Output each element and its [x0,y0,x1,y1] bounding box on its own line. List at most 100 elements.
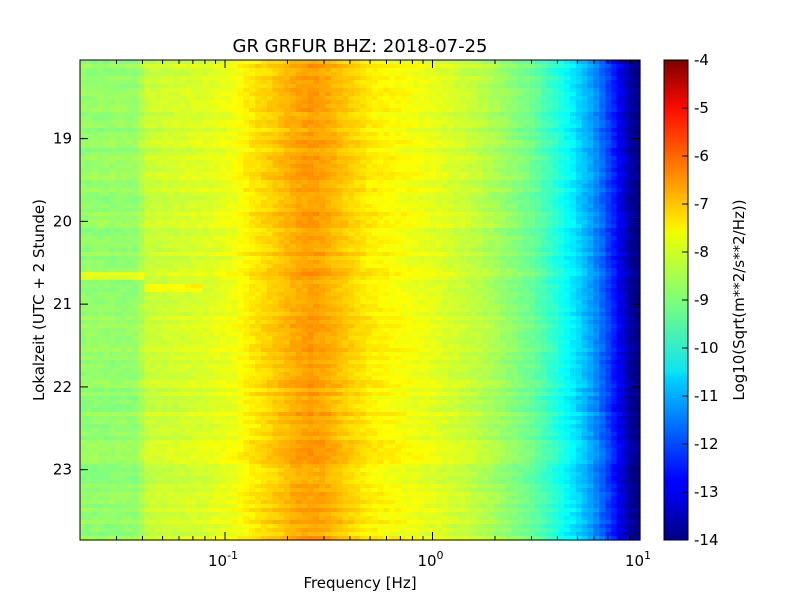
heatmap-cell [470,192,478,197]
heatmap-cell [418,168,425,173]
heatmap-cell [447,168,454,173]
heatmap-cell [575,128,583,133]
heatmap-cell [470,220,478,225]
heatmap-cell [161,160,169,165]
heatmap-cell [126,120,134,125]
heatmap-cell [214,96,221,101]
heatmap-cell [313,264,320,269]
heatmap-cell [237,164,244,169]
heatmap-cell [435,188,443,193]
heatmap-cell [325,148,332,153]
heatmap-cell [150,204,157,209]
heatmap-cell [435,228,443,233]
heatmap-cell [325,124,332,129]
heatmap-cell [243,208,250,213]
heatmap-cell [540,60,548,65]
heatmap-cell [278,240,285,245]
heatmap-cell [214,108,221,113]
heatmap-cell [290,88,297,93]
heatmap-cell [360,152,367,157]
heatmap-cell [313,244,320,249]
heatmap-cell [196,196,204,201]
heatmap-cell [266,216,274,221]
heatmap-cell [225,80,233,85]
heatmap-cell [564,176,571,181]
heatmap-cell [482,200,489,205]
heatmap-cell [208,84,215,89]
heatmap-cell [301,88,309,93]
heatmap-cell [132,180,139,185]
heatmap-cell [581,200,589,205]
heatmap-cell [272,68,279,73]
heatmap-cell [295,172,303,177]
heatmap-cell [523,72,530,77]
heatmap-cell [529,92,536,97]
heatmap-cell [418,236,425,241]
heatmap-cell [161,84,169,89]
heatmap-cell [243,256,250,261]
heatmap-cell [593,164,600,169]
heatmap-cell [225,72,233,77]
heatmap-cell [354,128,361,133]
heatmap-cell [85,152,93,157]
heatmap-cell [400,136,408,141]
heatmap-cell [173,64,180,69]
heatmap-cell [284,208,291,213]
heatmap-cell [272,180,279,185]
heatmap-cell [605,80,612,85]
heatmap-cell [132,240,139,245]
heatmap-cell [616,264,624,269]
heatmap-cell [459,76,466,81]
heatmap-cell [430,220,437,225]
heatmap-cell [377,260,384,265]
heatmap-cell [255,72,262,77]
heatmap-cell [150,88,157,93]
heatmap-cell [470,132,478,137]
heatmap-cell [97,244,104,249]
heatmap-cell [400,72,408,77]
heatmap-cell [389,148,396,153]
heatmap-cell [529,68,536,73]
heatmap-cell [290,168,297,173]
heatmap-cell [307,244,314,249]
heatmap-cell [255,156,262,161]
heatmap-cell [523,260,530,265]
heatmap-cell [383,104,390,109]
heatmap-cell [80,124,87,129]
heatmap-cell [290,244,297,249]
heatmap-cell [155,92,163,97]
heatmap-cell [290,264,297,269]
heatmap-cell [103,196,110,201]
heatmap-cell [587,100,594,105]
heatmap-cell [220,236,227,241]
heatmap-cell [575,160,583,165]
heatmap-cell [278,76,285,81]
heatmap-cell [272,168,279,173]
heatmap-cell [196,204,204,209]
heatmap-cell [284,120,291,125]
heatmap-cell [295,96,303,101]
heatmap-cell [599,92,606,97]
heatmap-cell [424,108,431,113]
heatmap-cell [605,88,612,93]
heatmap-cell [313,172,320,177]
heatmap-cell [330,200,338,205]
heatmap-cell [377,108,384,113]
heatmap-cell [371,112,379,117]
heatmap-cell [126,116,134,121]
heatmap-cell [453,168,460,173]
heatmap-cell [237,208,244,213]
heatmap-cell [529,256,536,261]
heatmap-cell [97,236,104,241]
heatmap-cell [155,156,163,161]
heatmap-cell [237,188,244,193]
heatmap-cell [190,80,198,85]
heatmap-cell [243,176,250,181]
heatmap-cell [605,84,612,89]
heatmap-cell [260,208,268,213]
heatmap-cell [138,64,145,69]
heatmap-cell [132,252,139,257]
heatmap-cell [616,172,624,177]
heatmap-cell [593,252,600,257]
heatmap-cell [505,208,513,213]
